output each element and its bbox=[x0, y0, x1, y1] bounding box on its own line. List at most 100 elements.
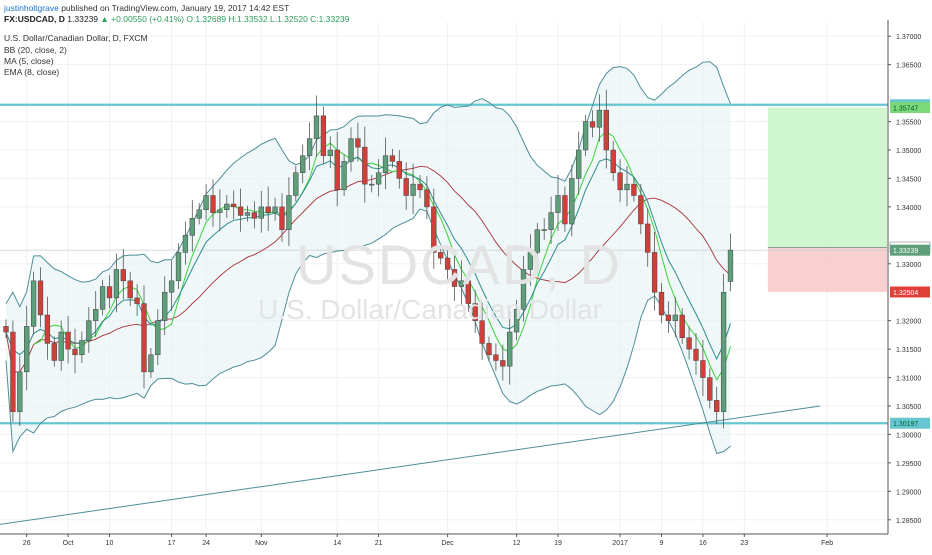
candle bbox=[279, 206, 285, 230]
candle bbox=[603, 109, 609, 151]
y-tick-label: 1.31500 bbox=[896, 347, 921, 354]
candle bbox=[237, 206, 244, 216]
candle bbox=[693, 348, 699, 361]
price-label-stop bbox=[890, 286, 930, 298]
candle bbox=[72, 348, 78, 356]
legend-bb[interactable]: BB (20, close, 2) bbox=[4, 45, 67, 55]
candle bbox=[451, 269, 458, 287]
candle bbox=[493, 354, 499, 361]
candle bbox=[458, 280, 465, 287]
y-tick-label: 1.36500 bbox=[896, 63, 921, 70]
y-tick-label: 1.32000 bbox=[896, 319, 921, 326]
candle bbox=[334, 149, 340, 191]
candle bbox=[369, 183, 375, 186]
candle bbox=[500, 360, 506, 367]
bollinger-band-fill bbox=[6, 61, 731, 454]
candle bbox=[86, 320, 92, 341]
candle bbox=[127, 280, 133, 299]
price-label-last bbox=[890, 244, 930, 256]
price-label-text: 1.30197 bbox=[893, 421, 918, 428]
candle bbox=[175, 252, 182, 282]
candle bbox=[424, 189, 430, 208]
candle bbox=[231, 203, 237, 208]
candle bbox=[576, 149, 582, 179]
candle bbox=[348, 138, 354, 162]
stop-zone bbox=[767, 247, 887, 292]
candle bbox=[486, 343, 492, 356]
x-tick-label: 24 bbox=[202, 540, 210, 547]
candle bbox=[58, 331, 64, 361]
x-tick-label: 26 bbox=[23, 540, 31, 547]
y-tick-label: 1.34000 bbox=[896, 205, 921, 212]
candle bbox=[182, 235, 189, 253]
candle bbox=[120, 269, 126, 282]
candle bbox=[396, 161, 402, 179]
symbol-ticker[interactable]: FX:USDCAD, D bbox=[4, 14, 65, 24]
symbol-line: FX:USDCAD, D 1.33239 ▲ +0.00550 (+0.41%)… bbox=[4, 14, 349, 24]
candle bbox=[727, 249, 734, 282]
candle bbox=[148, 354, 154, 373]
price-label-target bbox=[890, 102, 930, 114]
candle bbox=[555, 195, 561, 213]
x-tick-label: 9 bbox=[660, 540, 664, 547]
candle bbox=[389, 155, 396, 162]
y-tick-label: 1.29500 bbox=[896, 461, 921, 468]
y-tick-label: 1.33000 bbox=[896, 262, 921, 269]
candle bbox=[258, 206, 264, 219]
candle bbox=[707, 377, 713, 401]
price-label-hline bbox=[890, 417, 930, 429]
candle bbox=[79, 340, 85, 356]
publish-info: published on TradingView.com, January 19… bbox=[61, 3, 290, 13]
candle bbox=[272, 206, 278, 213]
bollinger-lower-line bbox=[5, 208, 731, 455]
candle bbox=[300, 155, 306, 174]
candle bbox=[362, 146, 368, 185]
x-tick-label: 12 bbox=[513, 540, 521, 547]
author-link[interactable]: justinholtgrave bbox=[4, 3, 59, 13]
candle bbox=[203, 195, 209, 210]
candle bbox=[596, 109, 603, 128]
candle bbox=[465, 280, 471, 304]
candle bbox=[720, 291, 727, 412]
price-change: ▲ +0.00550 (+0.41%) bbox=[100, 14, 184, 24]
candle bbox=[631, 183, 637, 196]
candles bbox=[3, 89, 734, 429]
candle bbox=[320, 115, 327, 156]
candle bbox=[113, 269, 120, 299]
price-label-text: 1.32504 bbox=[893, 290, 918, 297]
candle bbox=[37, 280, 44, 316]
legend-ma[interactable]: MA (5, close) bbox=[4, 56, 54, 66]
y-tick-label: 1.30000 bbox=[896, 432, 921, 439]
x-tick-label: 14 bbox=[333, 540, 341, 547]
x-tick-label: Dec bbox=[441, 540, 454, 547]
candle bbox=[700, 360, 706, 378]
candle bbox=[224, 203, 230, 210]
candle bbox=[562, 195, 568, 225]
candle bbox=[306, 138, 313, 156]
bollinger-upper-line bbox=[5, 61, 731, 308]
candle bbox=[417, 183, 423, 191]
candle bbox=[610, 149, 616, 174]
candle bbox=[645, 223, 651, 253]
candle bbox=[638, 195, 644, 225]
y-tick-label: 1.28500 bbox=[896, 518, 921, 525]
legend-ema[interactable]: EMA (8, close) bbox=[4, 67, 60, 77]
publish-header: justinholtgrave published on TradingView… bbox=[4, 3, 289, 13]
candle bbox=[534, 229, 540, 253]
candle bbox=[51, 343, 57, 361]
candle bbox=[624, 183, 630, 191]
candle bbox=[672, 314, 678, 321]
candle bbox=[141, 303, 147, 373]
candle bbox=[431, 206, 437, 253]
y-tick-label: 1.35000 bbox=[896, 148, 921, 155]
y-tick-label: 1.30500 bbox=[896, 404, 921, 411]
candle bbox=[651, 252, 658, 293]
candle bbox=[168, 280, 175, 293]
candle bbox=[210, 195, 216, 213]
candle bbox=[658, 291, 665, 316]
legend-series[interactable]: U.S. Dollar/Canadian Dollar, D, FXCM bbox=[4, 33, 148, 43]
candle bbox=[10, 331, 16, 412]
candle bbox=[265, 206, 271, 213]
